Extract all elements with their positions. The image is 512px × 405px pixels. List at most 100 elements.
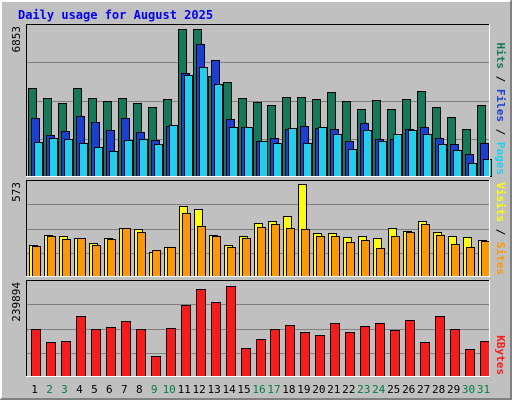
bar-kbytes-day-3: [61, 341, 71, 377]
day-label-3: 3: [61, 383, 68, 396]
bar-pages-day-28: [438, 144, 447, 177]
bar-pages-day-15: [244, 127, 253, 177]
bar-pages-day-11: [184, 75, 193, 177]
day-label-6: 6: [106, 383, 113, 396]
day-label-29: 29: [447, 383, 460, 396]
bar-pages-day-20: [318, 127, 327, 177]
bar-pages-day-19: [303, 143, 312, 177]
bar-pages-day-9: [154, 144, 163, 177]
kbytes-panel: 239894 KBytes: [10, 280, 507, 377]
bar-kbytes-day-26: [405, 320, 415, 377]
bar-sites-day-1: [32, 246, 41, 277]
day-label-24: 24: [372, 383, 386, 396]
bar-sites-day-20: [316, 236, 325, 277]
bar-sites-day-27: [421, 224, 430, 277]
bar-pages-day-10: [169, 125, 178, 177]
bar-kbytes-day-29: [450, 329, 460, 377]
bar-kbytes-day-16: [256, 339, 266, 377]
bar-pages-day-18: [288, 128, 297, 177]
bar-pages-day-8: [139, 139, 148, 177]
day-label-1: 1: [31, 383, 38, 396]
bar-sites-day-30: [466, 247, 475, 277]
bar-sites-day-11: [182, 213, 191, 277]
bar-pages-day-17: [273, 143, 282, 177]
day-label-31: 31: [477, 383, 490, 396]
day-label-14: 14: [222, 383, 236, 396]
bar-pages-day-6: [109, 151, 118, 177]
right-legend: Hits / Files / Pages: [494, 43, 507, 176]
hits-files-pages-panel: 6853 Hits / Files / Pages: [10, 24, 507, 177]
bar-sites-day-2: [47, 236, 56, 277]
bar-pages-day-2: [49, 138, 58, 177]
day-label-19: 19: [297, 383, 310, 396]
bar-kbytes-day-5: [91, 329, 101, 377]
day-label-27: 27: [417, 383, 430, 396]
day-label-9: 9: [151, 383, 158, 396]
bar-sites-day-3: [62, 239, 71, 277]
legend-pages: Pages: [494, 142, 507, 175]
bar-sites-day-23: [361, 240, 370, 277]
bar-kbytes-day-15: [241, 348, 251, 377]
day-label-28: 28: [432, 383, 445, 396]
bar-pages-day-31: [483, 159, 492, 177]
bar-sites-day-6: [107, 239, 116, 277]
visits-sites-panel: 573 Visits / Sites: [10, 180, 507, 277]
day-label-11: 11: [178, 383, 191, 396]
bar-sites-day-25: [391, 236, 400, 277]
legend-kbytes: KBytes: [494, 335, 507, 375]
bar-kbytes-day-30: [465, 349, 475, 377]
bar-sites-day-8: [137, 232, 146, 277]
bar-sites-day-4: [77, 238, 86, 277]
bar-kbytes-day-8: [136, 329, 146, 377]
bar-kbytes-day-23: [360, 326, 370, 377]
bar-sites-day-15: [242, 238, 251, 277]
day-label-4: 4: [76, 383, 83, 396]
bar-sites-day-5: [92, 245, 101, 277]
day-label-25: 25: [387, 383, 400, 396]
bar-sites-day-26: [406, 232, 415, 277]
bar-pages-day-4: [79, 143, 88, 177]
bar-pages-day-30: [468, 163, 477, 177]
bar-kbytes-day-14: [226, 286, 236, 377]
bar-kbytes-day-17: [270, 329, 280, 377]
right-legend: KBytes: [494, 335, 507, 375]
bar-pages-day-5: [94, 147, 103, 177]
bar-sites-day-10: [167, 247, 176, 277]
day-label-8: 8: [136, 383, 143, 396]
right-legend: Visits / Sites: [494, 182, 507, 275]
bar-sites-day-31: [481, 241, 490, 277]
bar-kbytes-day-12: [196, 289, 206, 377]
day-label-10: 10: [163, 383, 176, 396]
bar-pages-day-16: [259, 141, 268, 177]
bar-pages-day-7: [124, 140, 133, 177]
y-max-label: 573: [10, 182, 23, 202]
day-label-16: 16: [252, 383, 265, 396]
legend-hits: Hits: [494, 43, 507, 70]
bar-pages-day-26: [408, 130, 417, 177]
day-label-22: 22: [342, 383, 355, 396]
y-max-label: 239894: [10, 282, 23, 322]
bar-sites-day-24: [376, 248, 385, 277]
bar-sites-day-18: [286, 228, 295, 277]
bar-kbytes-day-6: [106, 327, 116, 377]
bar-pages-day-29: [453, 150, 462, 177]
bar-sites-day-7: [122, 228, 131, 277]
bar-kbytes-day-2: [46, 342, 56, 377]
day-label-26: 26: [402, 383, 415, 396]
bar-kbytes-day-18: [285, 325, 295, 377]
day-label-7: 7: [121, 383, 128, 396]
bar-pages-day-25: [393, 134, 402, 177]
legend-visits: Visits: [494, 182, 507, 222]
bar-kbytes-day-25: [390, 330, 400, 377]
bar-kbytes-day-9: [151, 356, 161, 377]
bar-kbytes-day-7: [121, 321, 131, 377]
bar-kbytes-day-24: [375, 323, 385, 377]
bar-kbytes-day-10: [166, 328, 176, 377]
bar-sites-day-12: [197, 226, 206, 277]
day-label-18: 18: [282, 383, 295, 396]
bar-kbytes-day-11: [181, 305, 191, 377]
bar-kbytes-day-21: [330, 323, 340, 377]
day-label-15: 15: [237, 383, 250, 396]
